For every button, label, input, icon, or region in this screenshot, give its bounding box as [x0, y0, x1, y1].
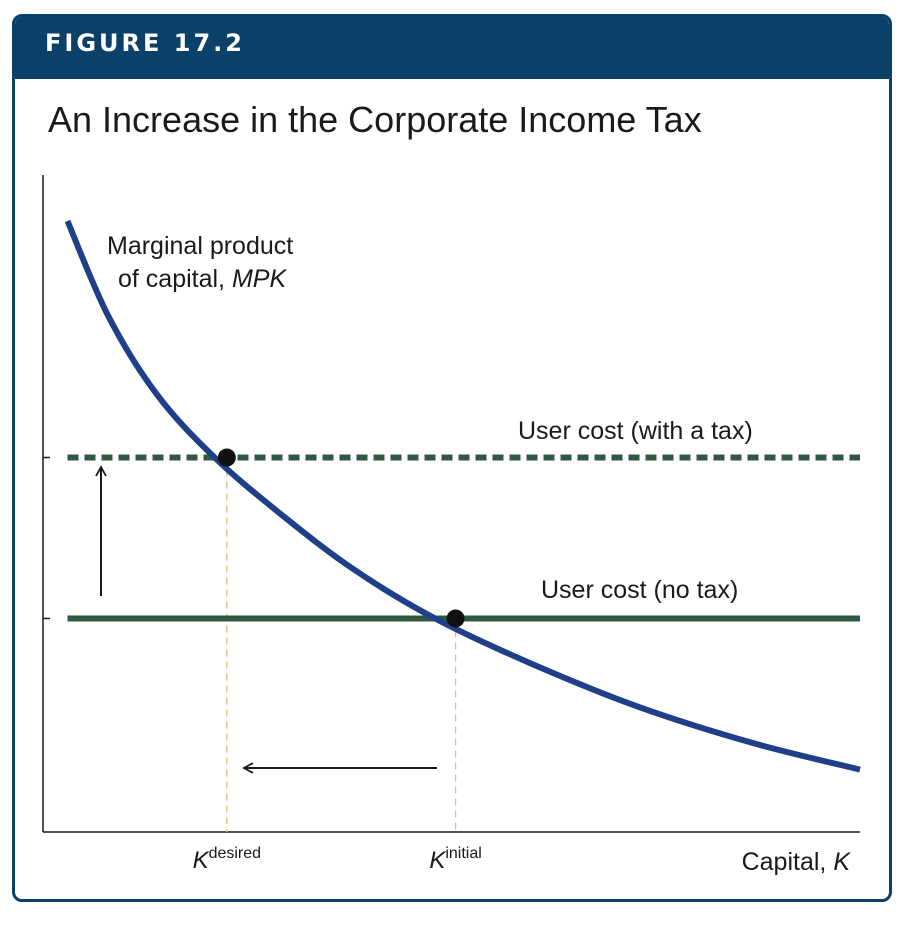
point-desired	[217, 448, 236, 467]
x-axis-label: Capital, K	[742, 848, 852, 876]
point-initial	[446, 609, 465, 628]
chart-title: An Increase in the Corporate Income Tax	[48, 99, 702, 140]
user-cost-tax-label: User cost (with a tax)	[518, 417, 753, 445]
user-cost-no-tax-label: User cost (no tax)	[541, 576, 738, 604]
figure-header-bar: FIGURE 17.2	[15, 17, 889, 79]
x-tick-label-initial: Kinitial	[429, 845, 481, 874]
x-tick-label-desired: Kdesired	[193, 845, 262, 874]
mpk-curve	[64, 219, 861, 773]
mpk-label-line2: of capital, MPK	[118, 265, 287, 293]
figure-number-label: FIGURE 17.2	[45, 29, 245, 57]
mpk-label-line1: Marginal product	[107, 232, 293, 260]
